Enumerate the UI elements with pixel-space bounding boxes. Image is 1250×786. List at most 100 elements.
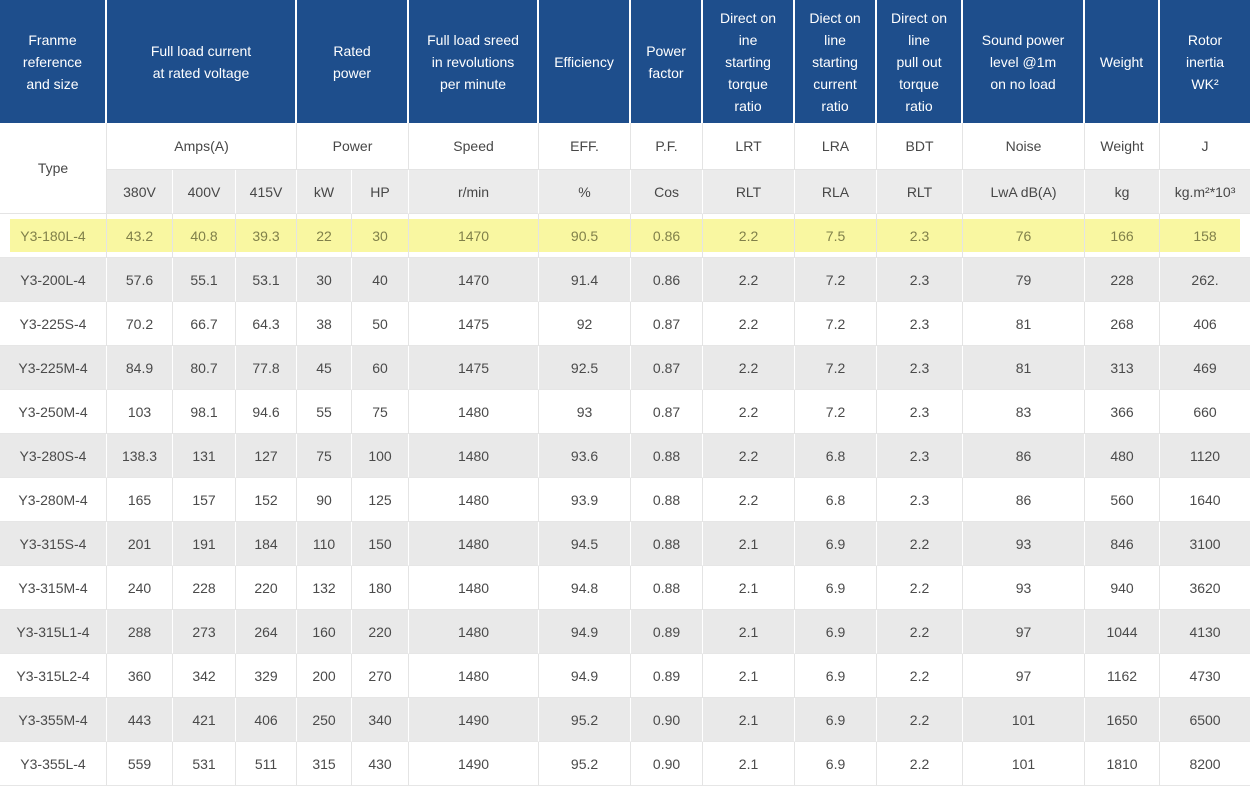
value-cell: 60 [352, 346, 410, 390]
value-cell: 270 [352, 654, 410, 698]
subheader-power: Power [297, 123, 410, 170]
value-cell: 2.1 [703, 522, 796, 566]
value-cell: 2.3 [877, 258, 964, 302]
value-cell: 1480 [409, 434, 540, 478]
value-cell: 6500 [1160, 698, 1250, 742]
value-cell: 83 [963, 390, 1086, 434]
value-cell: 95.2 [539, 742, 632, 786]
model-cell: Y3-315L1-4 [0, 610, 107, 654]
value-cell: 6.9 [795, 742, 878, 786]
unit-400v: 400V [173, 170, 236, 214]
value-cell: 0.88 [631, 434, 704, 478]
table-row: Y3-250M-4 103 98.1 94.6 55 75 1480 93 0.87 2.2 7.2… [0, 390, 1250, 434]
value-cell: 92.5 [539, 346, 632, 390]
value-cell: 329 [236, 654, 298, 698]
value-cell: 264 [236, 610, 298, 654]
value-cell: 79 [963, 258, 1086, 302]
value-cell: 165 [107, 478, 173, 522]
value-cell: 0.89 [631, 654, 704, 698]
unit-kw: kW [297, 170, 353, 214]
unit-header-row: 380V 400V 415V kW HP r/min % Cos RLT RLA… [0, 170, 1250, 214]
value-cell: 0.87 [631, 390, 704, 434]
header-power-factor: Power factor [631, 0, 704, 123]
value-cell: 100 [352, 434, 410, 478]
value-cell: 0.86 [631, 214, 704, 258]
value-cell: 0.89 [631, 610, 704, 654]
header-frame-reference: Franme reference and size [0, 0, 107, 123]
value-cell: 7.2 [795, 258, 878, 302]
header-starting-torque-ratio: Direct on ine starting torque ratio [703, 0, 796, 123]
value-cell: 57.6 [107, 258, 173, 302]
table-header: Franme reference and size Full load curr… [0, 0, 1250, 214]
header-weight: Weight [1085, 0, 1161, 123]
value-cell: 1120 [1160, 434, 1250, 478]
subheader-j: J [1160, 123, 1250, 170]
value-cell: 560 [1085, 478, 1161, 522]
value-cell: 469 [1160, 346, 1250, 390]
value-cell: 6.9 [795, 698, 878, 742]
value-cell: 1480 [409, 390, 540, 434]
subheader-speed: Speed [409, 123, 540, 170]
value-cell: 6.9 [795, 610, 878, 654]
value-cell: 1480 [409, 522, 540, 566]
value-cell: 38 [297, 302, 353, 346]
value-cell: 6.9 [795, 566, 878, 610]
value-cell: 0.87 [631, 346, 704, 390]
value-cell: 55 [297, 390, 353, 434]
model-cell: Y3-280S-4 [0, 434, 107, 478]
value-cell: 91.4 [539, 258, 632, 302]
value-cell: 180 [352, 566, 410, 610]
value-cell: 7.2 [795, 346, 878, 390]
value-cell: 0.88 [631, 522, 704, 566]
value-cell: 97 [963, 610, 1086, 654]
value-cell: 70.2 [107, 302, 173, 346]
value-cell: 94.5 [539, 522, 632, 566]
value-cell: 2.2 [703, 214, 796, 258]
value-cell: 2.2 [877, 698, 964, 742]
unit-380v: 380V [107, 170, 173, 214]
value-cell: 1475 [409, 346, 540, 390]
value-cell: 228 [1085, 258, 1161, 302]
unit-rlt-2: RLT [877, 170, 964, 214]
value-cell: 94.8 [539, 566, 632, 610]
value-cell: 559 [107, 742, 173, 786]
value-cell: 406 [236, 698, 298, 742]
value-cell: 184 [236, 522, 298, 566]
value-cell: 360 [107, 654, 173, 698]
value-cell: 66.7 [173, 302, 236, 346]
value-cell: 200 [297, 654, 353, 698]
value-cell: 201 [107, 522, 173, 566]
model-cell: Y3-180L-4 [0, 214, 107, 258]
value-cell: 2.3 [877, 214, 964, 258]
value-cell: 2.1 [703, 654, 796, 698]
table-row: Y3-280M-4 165 157 152 90 125 1480 93.9 0.88 2.2 6.… [0, 478, 1250, 522]
value-cell: 80.7 [173, 346, 236, 390]
value-cell: 1470 [409, 214, 540, 258]
value-cell: 86 [963, 434, 1086, 478]
model-cell: Y3-225M-4 [0, 346, 107, 390]
value-cell: 110 [297, 522, 353, 566]
subheader-weight: Weight [1085, 123, 1161, 170]
value-cell: 2.1 [703, 566, 796, 610]
value-cell: 288 [107, 610, 173, 654]
value-cell: 84.9 [107, 346, 173, 390]
value-cell: 55.1 [173, 258, 236, 302]
unit-415v: 415V [236, 170, 298, 214]
subheader-noise: Noise [963, 123, 1086, 170]
subheader-amps: Amps(A) [107, 123, 298, 170]
value-cell: 2.2 [703, 390, 796, 434]
model-cell: Y3-200L-4 [0, 258, 107, 302]
value-cell: 2.2 [877, 742, 964, 786]
value-cell: 1480 [409, 566, 540, 610]
value-cell: 443 [107, 698, 173, 742]
model-cell: Y3-280M-4 [0, 478, 107, 522]
value-cell: 95.2 [539, 698, 632, 742]
model-cell: Y3-315L2-4 [0, 654, 107, 698]
value-cell: 157 [173, 478, 236, 522]
value-cell: 4130 [1160, 610, 1250, 654]
value-cell: 2.3 [877, 478, 964, 522]
header-full-load-current: Full load current at rated voltage [107, 0, 298, 123]
table-row: Y3-315S-4 201 191 184 110 150 1480 94.5 0.88 2.1 6… [0, 522, 1250, 566]
subheader-lra: LRA [795, 123, 878, 170]
value-cell: 1490 [409, 698, 540, 742]
